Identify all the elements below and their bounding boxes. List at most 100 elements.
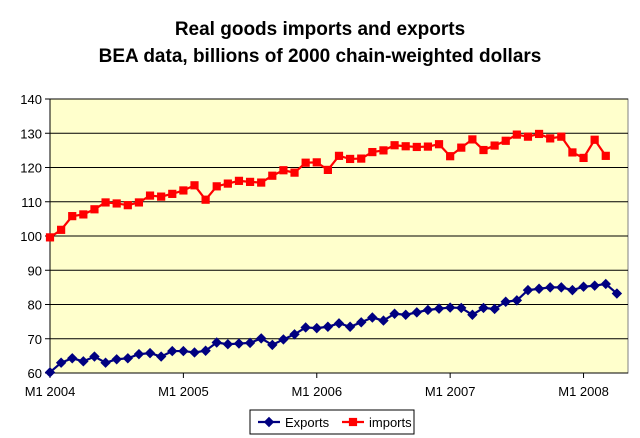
data-point-exports <box>467 309 478 320</box>
data-point-imports <box>68 212 77 221</box>
data-point-imports <box>357 154 366 163</box>
legend-marker-exports <box>263 416 275 428</box>
data-point-exports <box>78 356 89 367</box>
data-point-imports <box>245 177 255 186</box>
data-point-exports <box>478 302 489 314</box>
data-point-exports <box>267 339 278 351</box>
data-point-exports <box>189 347 200 358</box>
data-point-exports <box>67 353 78 364</box>
data-point-imports <box>201 195 210 204</box>
data-point-imports <box>134 198 144 207</box>
y-tick-label: 130 <box>20 126 42 141</box>
data-point-exports <box>522 284 534 296</box>
y-tick-label: 110 <box>21 195 42 210</box>
data-point-exports <box>222 339 234 350</box>
data-point-exports <box>167 345 178 357</box>
data-point-exports <box>133 348 145 360</box>
y-tick-label: 90 <box>28 263 42 278</box>
data-point-exports <box>55 357 67 368</box>
data-point-exports <box>556 282 567 293</box>
data-point-imports <box>568 148 577 157</box>
y-tick-label: 140 <box>20 92 42 107</box>
data-point-imports <box>601 151 610 160</box>
legend-marker-imports <box>348 417 358 427</box>
data-point-exports <box>244 337 256 349</box>
data-point-imports <box>479 145 488 155</box>
data-point-imports <box>323 165 332 174</box>
data-point-imports <box>557 132 566 141</box>
data-point-imports <box>112 199 121 208</box>
data-point-imports <box>446 152 455 161</box>
data-point-exports <box>500 296 511 307</box>
data-point-imports <box>101 198 110 207</box>
data-point-exports <box>311 322 322 334</box>
data-point-imports <box>501 136 510 145</box>
data-point-exports <box>589 280 600 291</box>
data-point-exports <box>200 345 211 356</box>
data-point-exports <box>111 354 122 365</box>
data-point-imports <box>423 142 433 151</box>
legend-label-imports: imports <box>369 415 412 430</box>
x-tick-label: M1 2006 <box>291 384 342 399</box>
data-point-imports <box>45 233 55 242</box>
legend: Exports imports <box>249 409 415 435</box>
data-point-imports <box>223 179 232 188</box>
chart-title: Real goods imports and exports <box>175 19 465 40</box>
data-point-exports <box>456 302 467 314</box>
data-point-imports <box>179 186 188 195</box>
data-point-exports <box>278 334 289 345</box>
data-point-exports <box>300 322 311 333</box>
data-point-imports <box>157 192 166 201</box>
data-point-imports <box>312 158 321 167</box>
data-point-exports <box>155 351 167 362</box>
data-point-exports <box>389 308 400 319</box>
data-point-exports <box>433 303 445 314</box>
y-tick-label: 80 <box>28 298 42 313</box>
data-point-imports <box>368 147 377 157</box>
data-point-imports <box>468 135 477 144</box>
data-point-imports <box>590 135 599 144</box>
data-point-exports <box>367 312 378 323</box>
data-point-exports <box>333 318 345 329</box>
data-point-imports <box>523 132 533 141</box>
data-point-imports <box>546 134 555 143</box>
data-point-exports <box>378 315 389 326</box>
data-point-exports <box>289 329 300 340</box>
y-tick-label: 60 <box>28 366 42 381</box>
data-point-exports <box>444 302 456 313</box>
data-point-imports <box>212 182 221 191</box>
data-point-imports <box>301 158 310 167</box>
data-point-exports <box>489 303 500 315</box>
data-point-imports <box>123 201 132 210</box>
x-tick-label: M1 2007 <box>425 384 476 399</box>
data-point-imports <box>457 143 466 152</box>
data-point-imports <box>334 151 344 160</box>
data-point-imports <box>79 210 88 219</box>
legend-label-exports: Exports <box>285 415 330 430</box>
data-point-exports <box>89 351 100 362</box>
data-point-exports <box>255 333 267 344</box>
data-point-imports <box>579 153 588 163</box>
x-tick-label: M1 2005 <box>158 384 209 399</box>
data-point-exports <box>100 357 111 368</box>
data-point-imports <box>290 168 299 177</box>
data-point-exports <box>122 353 134 364</box>
chart-subtitle: BEA data, billions of 2000 chain-weighte… <box>99 46 542 67</box>
data-point-imports <box>90 205 99 214</box>
data-point-exports <box>544 282 556 293</box>
x-tick-label: M1 2004 <box>25 384 76 399</box>
data-point-exports <box>611 288 623 299</box>
data-point-exports <box>211 337 222 348</box>
data-point-exports <box>400 309 411 320</box>
data-point-imports <box>257 178 266 187</box>
data-point-exports <box>144 347 156 359</box>
data-point-exports <box>322 321 334 332</box>
x-tick-label: M1 2008 <box>558 384 609 399</box>
data-point-exports <box>344 321 356 332</box>
data-point-imports <box>234 176 244 185</box>
data-point-imports <box>401 142 410 151</box>
data-point-exports <box>567 284 578 296</box>
data-point-exports <box>422 304 434 316</box>
data-point-exports <box>600 278 611 290</box>
